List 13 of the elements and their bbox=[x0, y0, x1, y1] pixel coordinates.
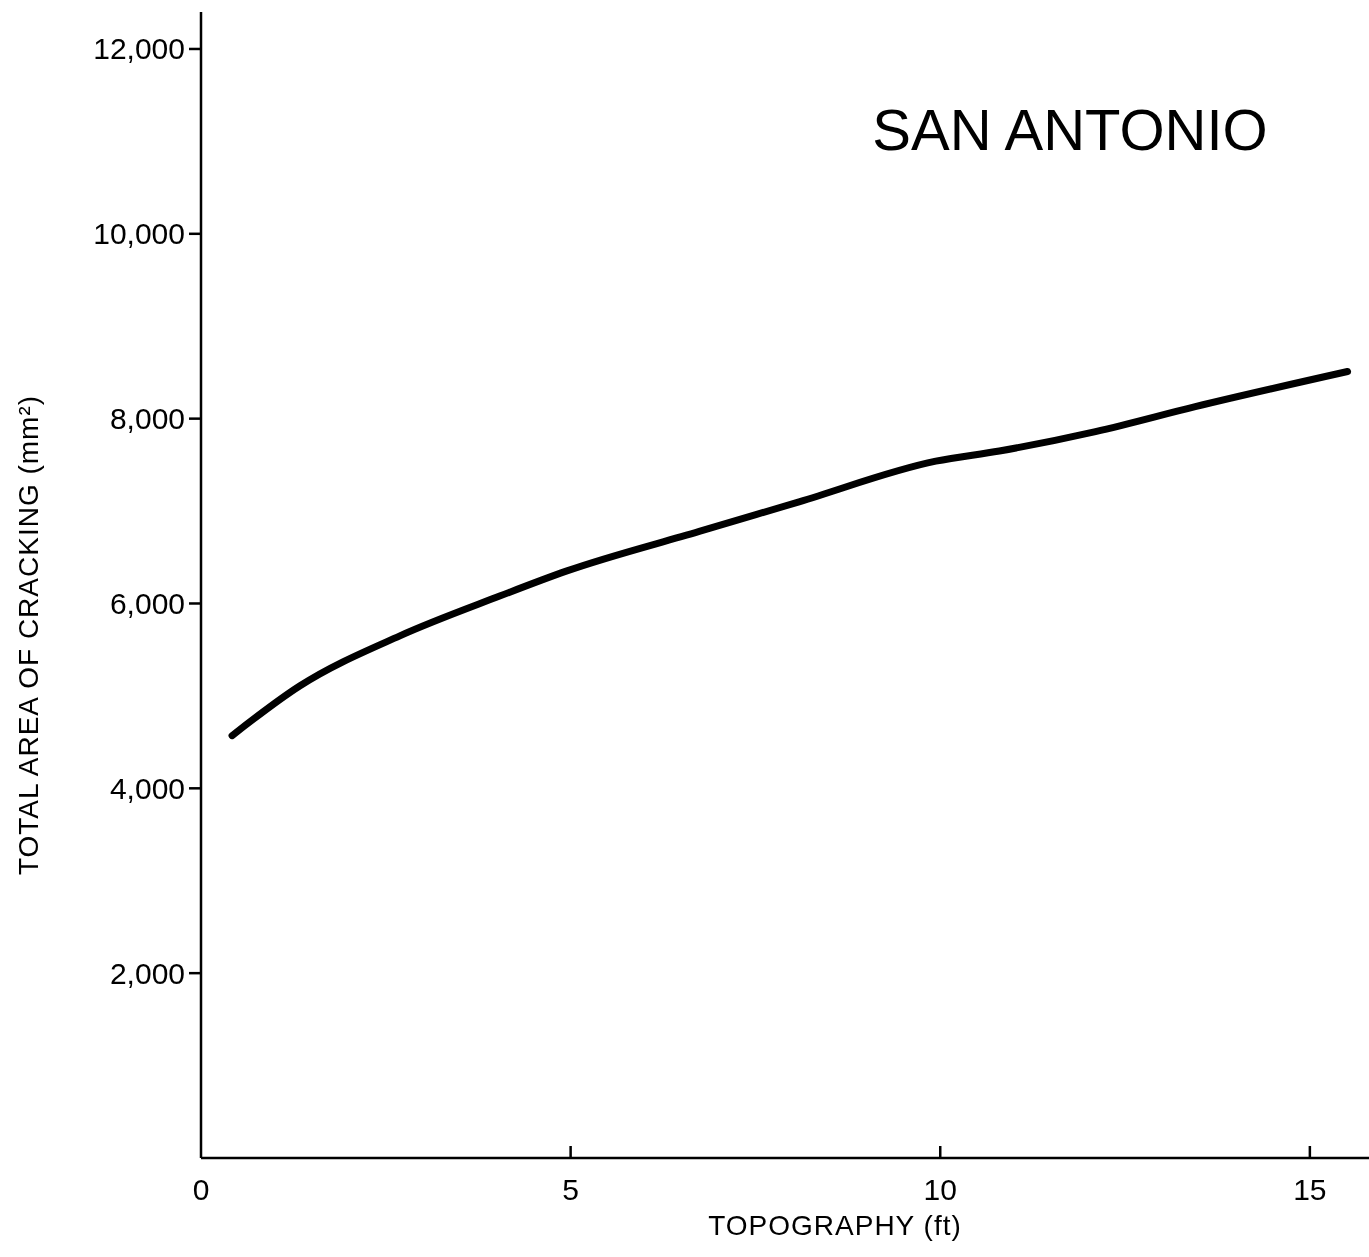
x-tick-label: 10 bbox=[923, 1173, 957, 1206]
y-tick-label: 2,000 bbox=[109, 956, 185, 990]
y-tick-label: 4,000 bbox=[109, 771, 185, 805]
y-tick-label: 8,000 bbox=[109, 402, 185, 436]
x-axis-title: TOPOGRAPHY (ft) bbox=[708, 1210, 962, 1241]
y-tick-label: 6,000 bbox=[109, 586, 185, 620]
x-tick-label: 5 bbox=[562, 1173, 579, 1206]
y-tick-label: 12,000 bbox=[93, 32, 185, 66]
x-tick-label: 0 bbox=[192, 1173, 210, 1206]
x-tick-label: 15 bbox=[1293, 1173, 1327, 1206]
y-tick-label: 10,000 bbox=[93, 217, 185, 251]
text: SAN ANTONIO bbox=[872, 97, 1268, 162]
y-axis-title: TOTAL AREA OF CRACKING (mm²) bbox=[13, 394, 44, 876]
